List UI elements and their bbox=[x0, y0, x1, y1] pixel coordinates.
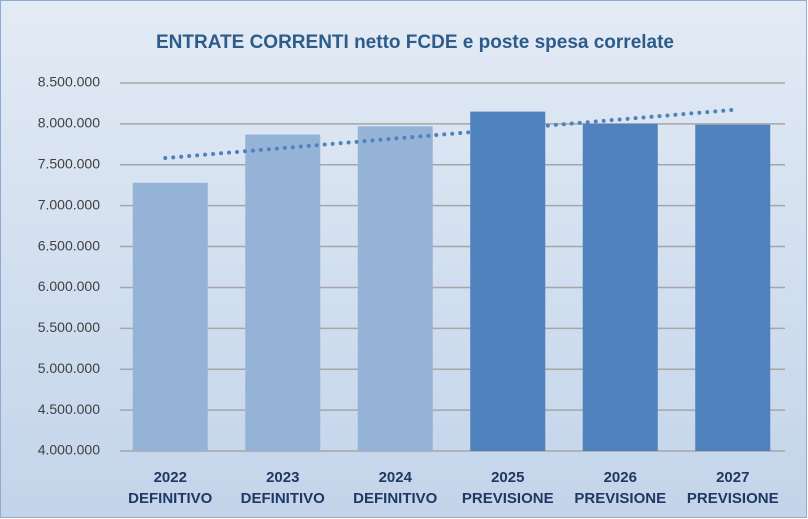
y-tick-label: 7.500.000 bbox=[38, 155, 100, 171]
y-tick-label: 7.000.000 bbox=[38, 196, 100, 212]
y-tick-label: 6.000.000 bbox=[38, 278, 100, 294]
bar bbox=[470, 111, 546, 451]
bar bbox=[132, 182, 208, 451]
bar bbox=[245, 134, 321, 451]
y-tick-label: 4.000.000 bbox=[38, 442, 100, 458]
x-tick-label: PREVISIONE bbox=[574, 490, 666, 507]
x-tick-label: 2022 bbox=[154, 469, 187, 486]
y-tick-label: 5.000.000 bbox=[38, 360, 100, 376]
trendline bbox=[163, 107, 735, 161]
x-tick-label: 2027 bbox=[716, 469, 749, 486]
x-tick-label: 2024 bbox=[379, 469, 413, 486]
x-tick-label: DEFINITIVO bbox=[128, 490, 213, 507]
x-tick-label: PREVISIONE bbox=[462, 490, 554, 507]
x-tick-label: 2026 bbox=[604, 469, 637, 486]
y-tick-label: 5.500.000 bbox=[38, 319, 100, 335]
x-tick-label: 2025 bbox=[491, 469, 524, 486]
y-tick-label: 8.500.000 bbox=[38, 74, 100, 90]
bar bbox=[695, 124, 771, 451]
x-tick-label: 2023 bbox=[266, 469, 299, 486]
bar bbox=[582, 123, 658, 451]
y-tick-label: 4.500.000 bbox=[38, 401, 100, 417]
x-tick-label: PREVISIONE bbox=[687, 490, 779, 507]
bar bbox=[357, 126, 433, 451]
x-tick-label: DEFINITIVO bbox=[241, 490, 326, 507]
y-tick-label: 6.500.000 bbox=[38, 237, 100, 253]
chart-title: ENTRATE CORRENTI netto FCDE e poste spes… bbox=[156, 32, 674, 53]
x-tick-label: DEFINITIVO bbox=[353, 490, 438, 507]
y-tick-label: 8.000.000 bbox=[38, 115, 100, 131]
